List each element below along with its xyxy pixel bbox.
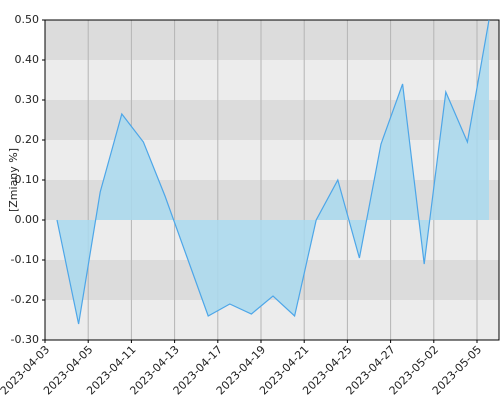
y-tick-label: -0.30 (11, 333, 39, 346)
y-tick-label: 0.30 (15, 93, 40, 106)
y-tick-label: -0.10 (11, 253, 39, 266)
y-tick-label: -0.20 (11, 293, 39, 306)
plot-band (45, 20, 499, 60)
line (56, 19, 490, 325)
area (57, 20, 489, 324)
y-axis-label: [Zmiany %] (7, 148, 20, 212)
y-tick-label: 0.10 (15, 173, 40, 186)
y-tick-label: 0.50 (15, 13, 40, 26)
y-tick-label: 0.00 (15, 213, 40, 226)
plot-band (45, 60, 499, 100)
marks (56, 19, 490, 325)
y-tick-label: 0.20 (15, 133, 40, 146)
y-tick-label: 0.40 (15, 53, 40, 66)
plot-band (45, 100, 499, 140)
plot-band (45, 300, 499, 340)
plot-frame (44, 19, 500, 341)
